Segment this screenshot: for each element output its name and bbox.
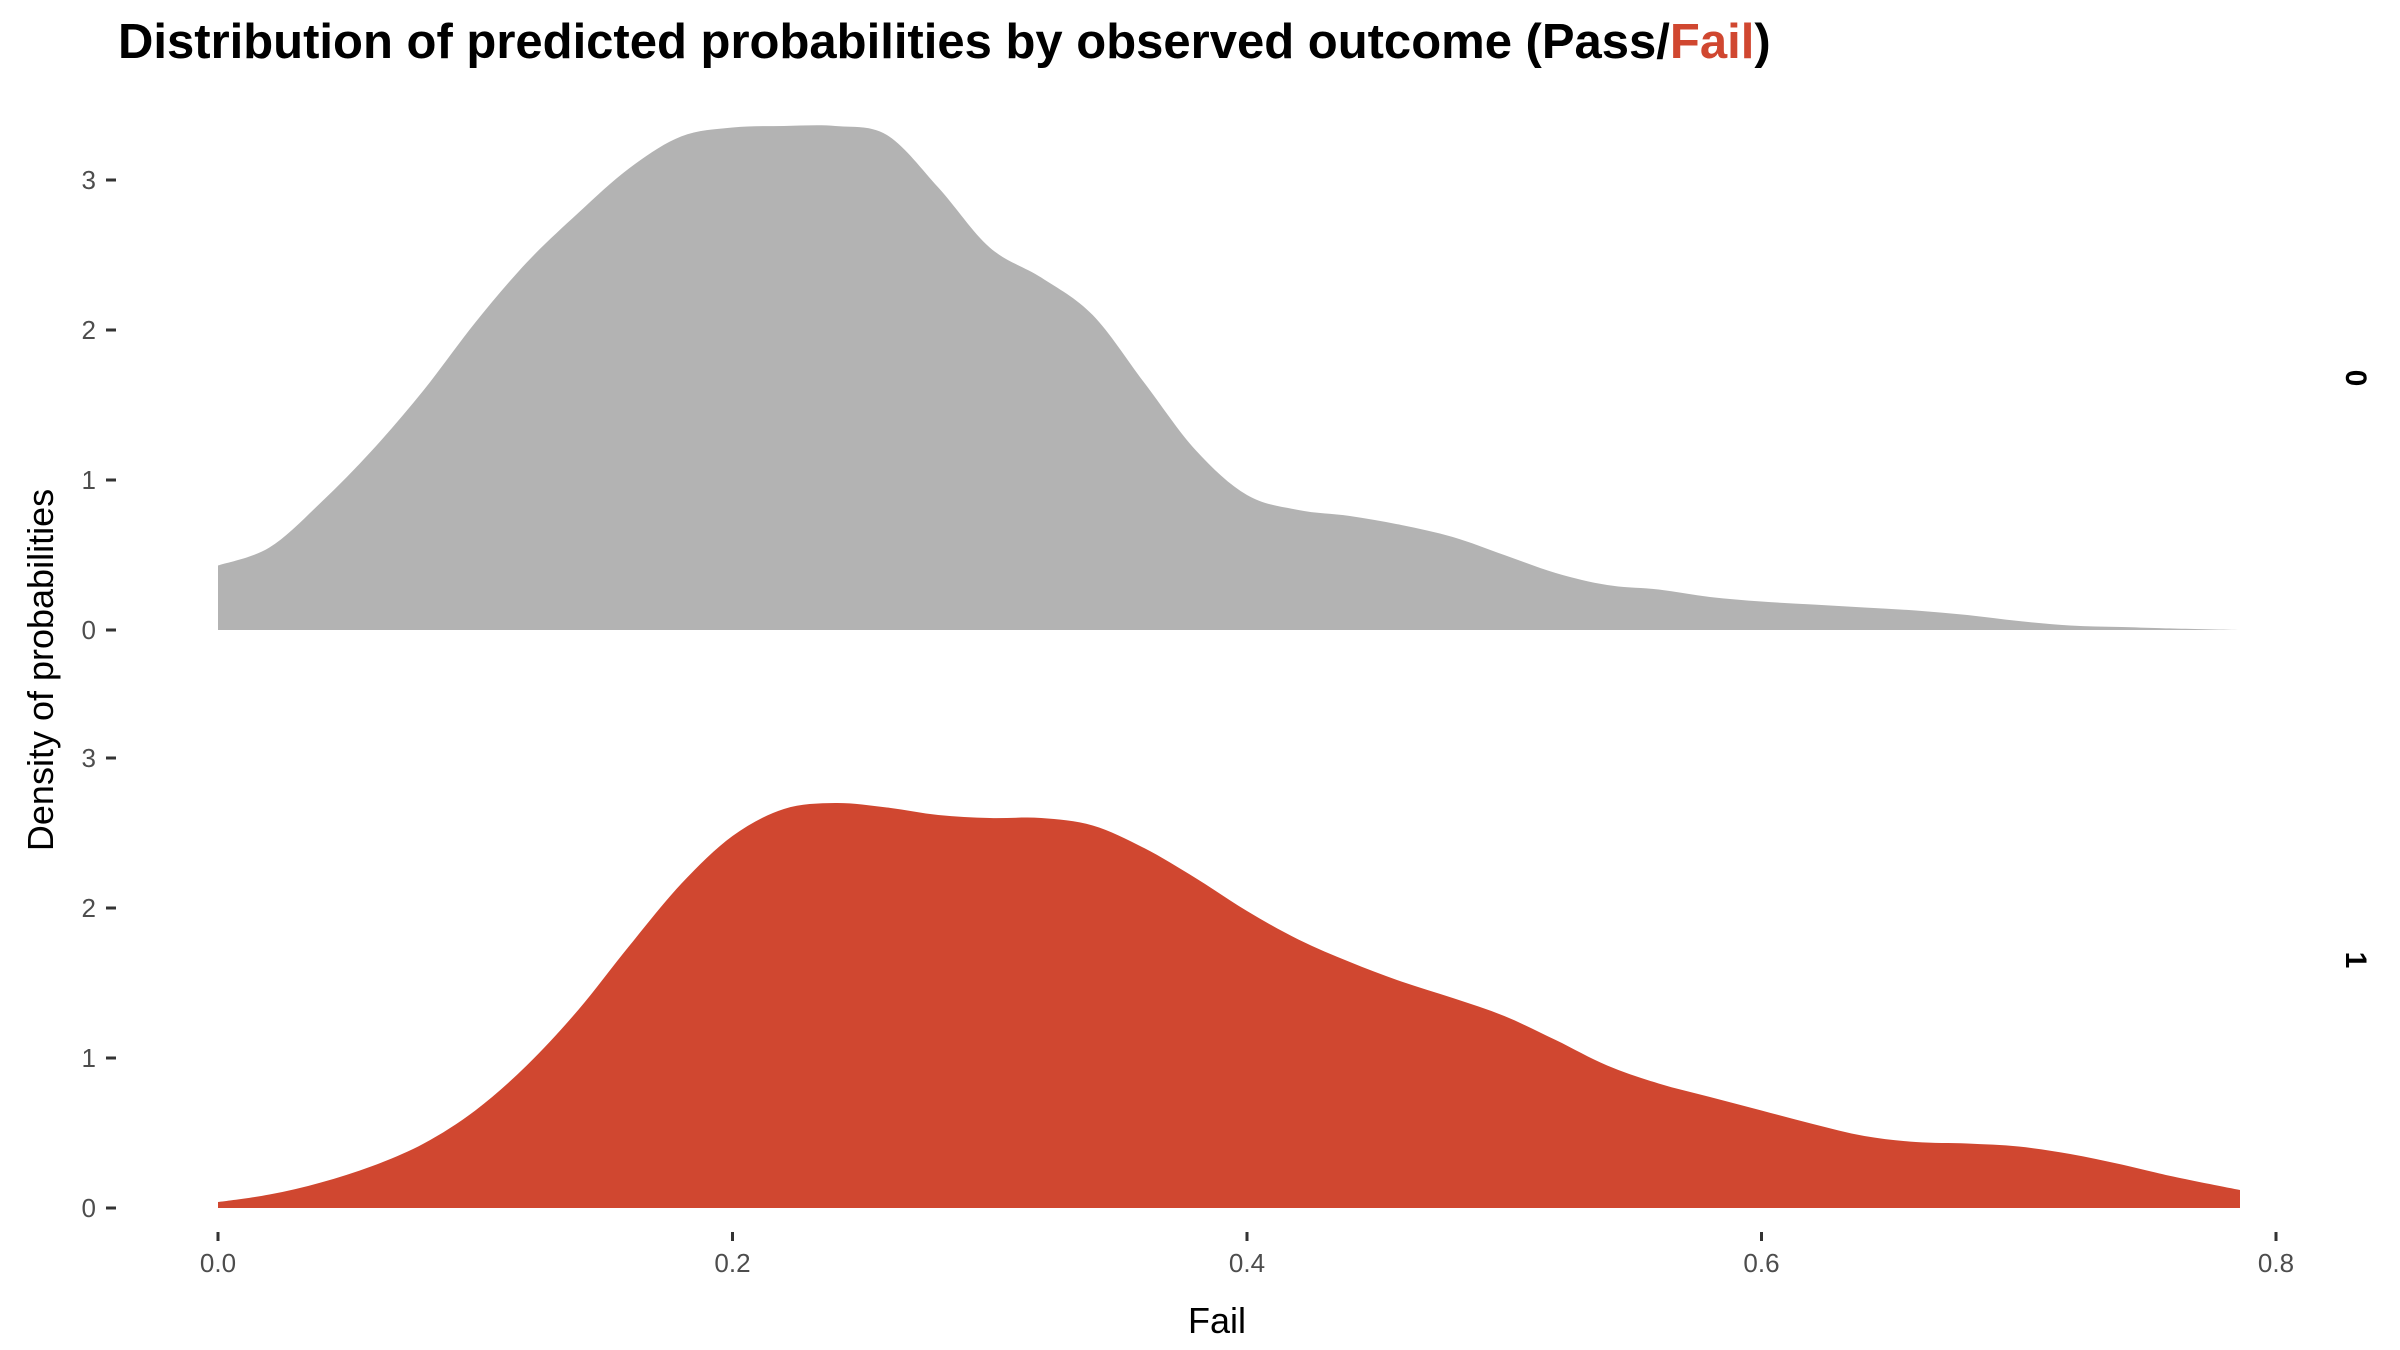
panel-1: 0 1 2 3 1 [82, 743, 2372, 1223]
x-axis: 0.0 0.2 0.4 0.6 0.8 [200, 1232, 2294, 1278]
title-suffix: ) [1754, 15, 1771, 69]
title-highlight-fail: Fail [1669, 15, 1755, 69]
y-tick-label: 3 [82, 165, 96, 195]
x-tick-label: 0.6 [1743, 1248, 1779, 1278]
y-tick-label: 0 [82, 1193, 96, 1223]
y-axis-title: Density of probabilities [20, 489, 61, 851]
y-tick-label: 2 [82, 315, 96, 345]
y-tick-label: 3 [82, 743, 96, 773]
x-axis-title: Fail [1188, 1300, 1246, 1341]
y-tick-label: 2 [82, 893, 96, 923]
y-tick-label: 0 [82, 615, 96, 645]
chart-title: Distribution of predicted probabilities … [118, 14, 1771, 70]
density-area-1 [218, 802, 2240, 1208]
y-tick-label: 1 [82, 1043, 96, 1073]
x-tick-label: 0.0 [200, 1248, 236, 1278]
y-tick-label: 1 [82, 465, 96, 495]
strip-label-1: 1 [2339, 952, 2372, 969]
x-tick-label: 0.2 [714, 1248, 750, 1278]
x-tick-label: 0.8 [2258, 1248, 2294, 1278]
density-panels: 0 1 2 3 0 0 1 2 3 1 [82, 125, 2372, 1223]
density-area-0 [218, 125, 2240, 630]
x-tick-label: 0.4 [1229, 1248, 1265, 1278]
title-prefix: Distribution of predicted probabilities … [118, 15, 1670, 69]
panel-0: 0 1 2 3 0 [82, 125, 2372, 645]
strip-label-0: 0 [2339, 370, 2372, 387]
